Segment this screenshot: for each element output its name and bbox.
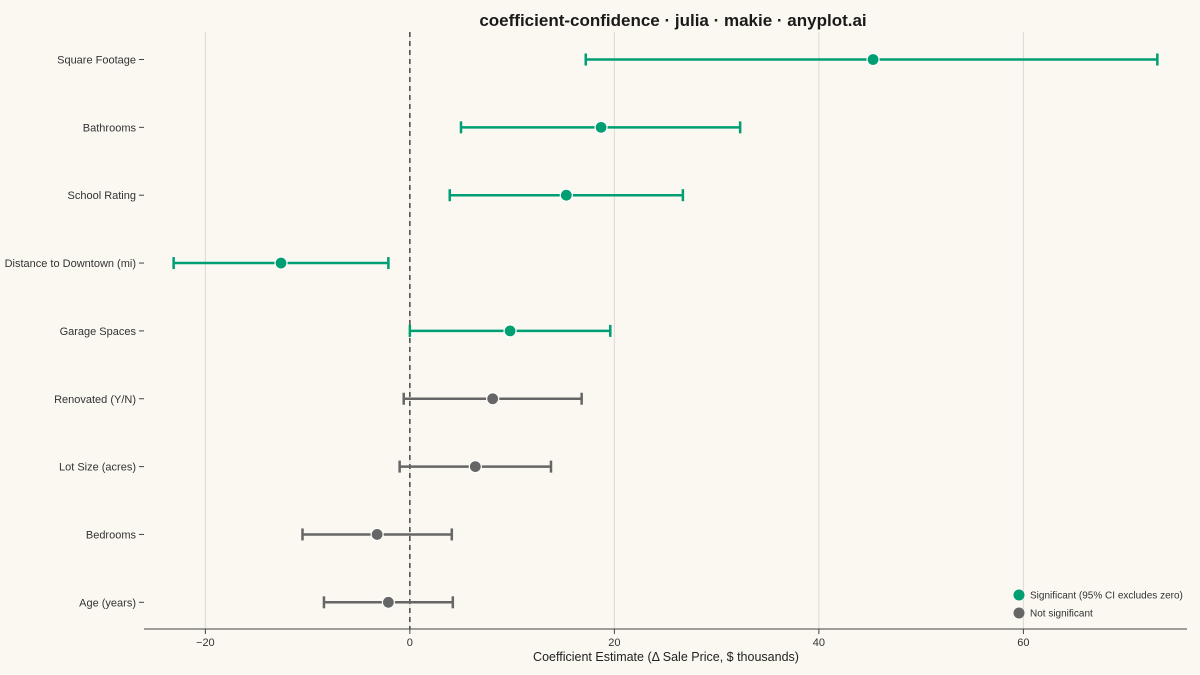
x-tick-label: 0 bbox=[407, 637, 413, 649]
legend-label-significant: Significant (95% CI excludes zero) bbox=[1030, 591, 1183, 602]
legend-marker-not_significant bbox=[1013, 607, 1025, 619]
y-tick-label: Distance to Downtown (mi) bbox=[5, 258, 136, 270]
x-tick-label: 60 bbox=[1017, 637, 1029, 649]
estimate-point bbox=[370, 527, 384, 542]
y-tick-label: School Rating bbox=[68, 190, 137, 202]
estimate-point bbox=[274, 256, 288, 270]
coefficient-row bbox=[459, 120, 742, 134]
x-axis-label: Coefficient Estimate (Δ Sale Price, $ th… bbox=[533, 650, 799, 664]
y-tick-label: Age (years) bbox=[79, 597, 136, 609]
estimate-point bbox=[503, 324, 517, 338]
y-tick-label: Lot Size (acres) bbox=[59, 462, 136, 474]
chart-title: coefficient-confidence · julia · makie ·… bbox=[479, 11, 866, 30]
y-tick-label: Square Footage bbox=[57, 55, 136, 67]
y-tick-label: Bedrooms bbox=[86, 529, 137, 541]
gridlines bbox=[204, 32, 1024, 629]
legend-marker-significant bbox=[1013, 589, 1025, 601]
y-tick-label: Bathrooms bbox=[83, 122, 137, 134]
y-tick-label: Renovated (Y/N) bbox=[54, 394, 136, 406]
coefficient-row bbox=[584, 52, 1159, 67]
coefficient-row bbox=[402, 392, 583, 406]
x-tick-label: −20 bbox=[196, 637, 215, 649]
legend-label-not_significant: Not significant bbox=[1030, 609, 1093, 620]
coefficient-row bbox=[172, 256, 390, 270]
coefficient-row bbox=[398, 460, 553, 474]
y-tick-label: Garage Spaces bbox=[60, 326, 137, 338]
x-tick-label: 20 bbox=[608, 637, 620, 649]
estimate-point bbox=[486, 392, 500, 406]
estimate-point bbox=[866, 52, 880, 67]
estimate-point bbox=[468, 460, 482, 474]
coefficient-row bbox=[322, 595, 455, 609]
coefficient-row bbox=[301, 527, 454, 542]
x-tick-label: 40 bbox=[813, 637, 825, 649]
coefficient-row bbox=[448, 188, 685, 202]
estimate-point bbox=[559, 188, 573, 202]
coefficient-marks bbox=[172, 52, 1159, 609]
estimate-point bbox=[381, 595, 395, 609]
legend: Significant (95% CI excludes zero) Not si… bbox=[1013, 589, 1183, 620]
x-axis: −20 0 20 40 60 bbox=[144, 628, 1187, 649]
estimate-point bbox=[594, 120, 608, 134]
y-axis: Square Footage Bathrooms School Rating Dist… bbox=[5, 55, 144, 609]
coefficient-row bbox=[408, 324, 612, 338]
